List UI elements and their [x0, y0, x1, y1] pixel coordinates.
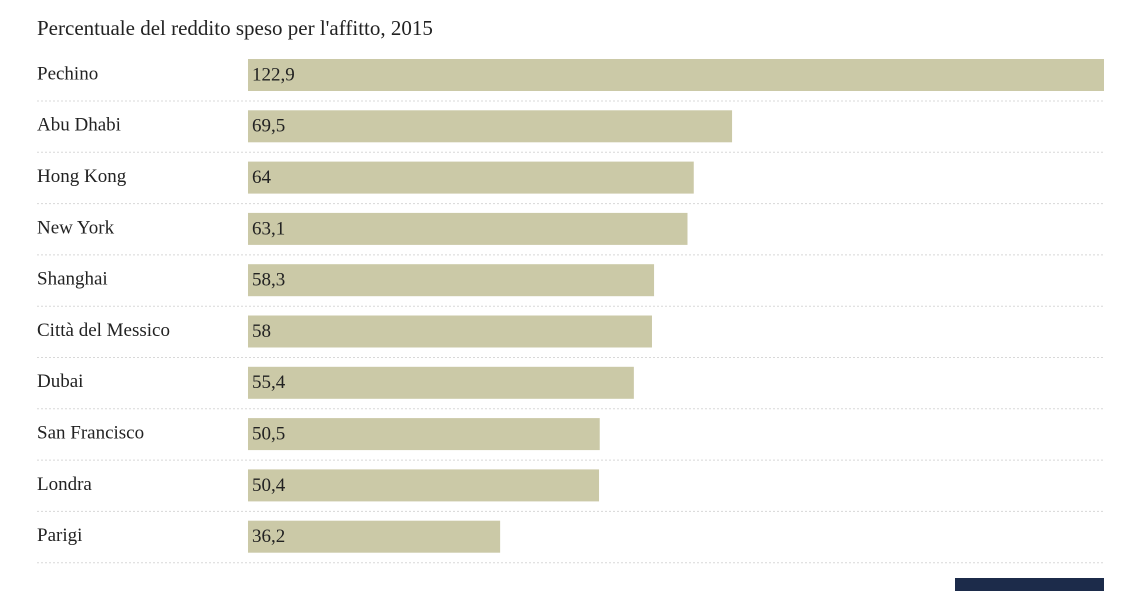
- bar: [248, 110, 733, 143]
- bar: [248, 366, 634, 399]
- value-label: 58,3: [252, 270, 285, 291]
- value-label: 63,1: [252, 218, 285, 239]
- bar: [248, 418, 600, 451]
- bar: [248, 161, 694, 194]
- bar: [248, 520, 501, 553]
- bar: [248, 469, 600, 502]
- value-label: 36,2: [252, 526, 285, 547]
- value-label: 50,4: [252, 475, 286, 496]
- category-label: Shanghai: [37, 269, 108, 290]
- category-label: Pechino: [37, 63, 98, 84]
- button-partial[interactable]: [955, 578, 1104, 591]
- category-label: Parigi: [37, 525, 82, 546]
- value-label: 55,4: [252, 372, 286, 393]
- bar: [248, 264, 655, 297]
- category-label: Hong Kong: [37, 166, 127, 187]
- bar: [248, 212, 688, 245]
- value-label: 64: [252, 167, 272, 188]
- category-label: Dubai: [37, 371, 83, 392]
- value-label: 69,5: [252, 116, 285, 137]
- bar: [248, 315, 652, 348]
- value-label: 50,5: [252, 423, 285, 444]
- category-label: San Francisco: [37, 422, 144, 443]
- category-label: Città del Messico: [37, 320, 170, 341]
- category-label: New York: [37, 217, 115, 238]
- chart-title: Percentuale del reddito speso per l'affi…: [37, 16, 433, 40]
- category-label: Abu Dhabi: [37, 115, 121, 136]
- value-label: 58: [252, 321, 271, 342]
- value-label: 122,9: [252, 64, 295, 85]
- bar: [248, 59, 1104, 91]
- category-label: Londra: [37, 474, 92, 495]
